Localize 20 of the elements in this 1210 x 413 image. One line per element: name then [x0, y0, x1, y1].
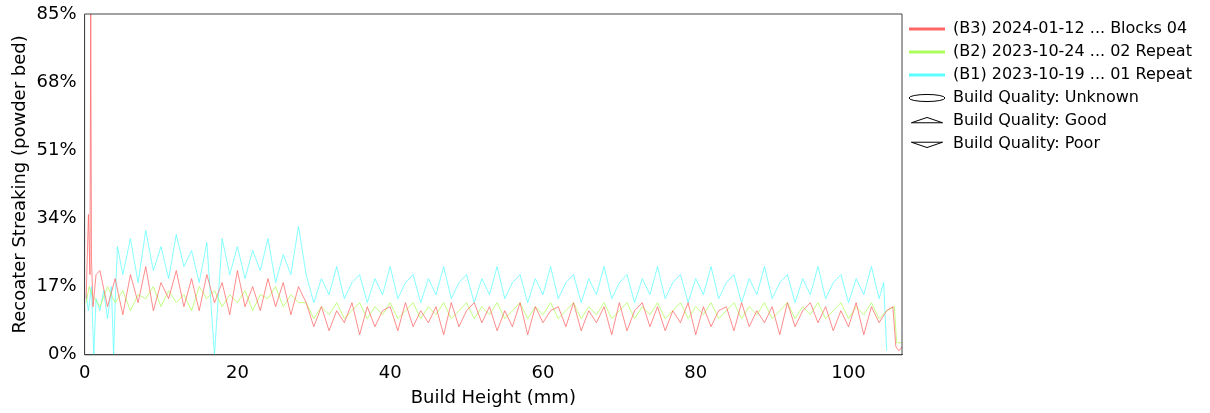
x-tick-label: 0	[78, 361, 91, 383]
y-tick-label: 34%	[36, 206, 77, 228]
legend-label: Build Quality: Unknown	[953, 87, 1140, 107]
legend-label: (B3) 2024-01-12 ... Blocks 04	[953, 18, 1188, 38]
x-tick-label: 100	[831, 361, 866, 383]
y-tick-label: 68%	[36, 69, 77, 91]
legend-label: Build Quality: Poor	[953, 133, 1101, 153]
legend-label: (B1) 2023-10-19 ... 01 Repeat	[953, 64, 1192, 84]
legend-label: Build Quality: Good	[953, 110, 1107, 130]
legend-label: (B2) 2023-10-24 ... 02 Repeat	[953, 41, 1192, 61]
y-tick-label: 85%	[36, 1, 77, 23]
x-tick-label: 80	[684, 361, 708, 383]
y-tick-label: 51%	[36, 137, 77, 159]
y-tick-label: 17%	[36, 274, 77, 296]
x-tick-label: 40	[378, 361, 402, 383]
y-axis-title: Recoater Streaking (powder bed)	[8, 35, 30, 334]
x-tick-label: 60	[531, 361, 555, 383]
x-tick-label: 20	[225, 361, 249, 383]
y-tick-label: 0%	[48, 342, 77, 364]
x-axis-title: Build Height (mm)	[410, 385, 576, 407]
